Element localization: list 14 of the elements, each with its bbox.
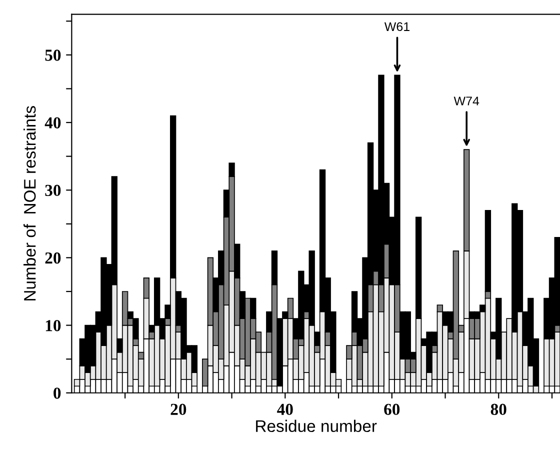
y-tick-label: 20 [45,252,61,264]
y-tick-label: 50 [45,50,61,61]
y-tick-label: 30 [45,184,61,196]
x-axis-title: Residue number [256,420,377,432]
y-tick-label: 0 [54,388,61,399]
x-tick-label: 80 [490,404,506,416]
y-tick-label: 40 [44,117,61,128]
annotation: W61 [384,22,410,32]
y-axis-title: Number of NOE restraints [24,106,36,300]
x-tick-label: 20 [170,404,186,416]
y-tick-label: 10 [46,320,61,332]
annotation: W74 [454,96,480,106]
x-tick-label: 40 [277,404,293,416]
x-tick-label: 60 [384,404,400,416]
